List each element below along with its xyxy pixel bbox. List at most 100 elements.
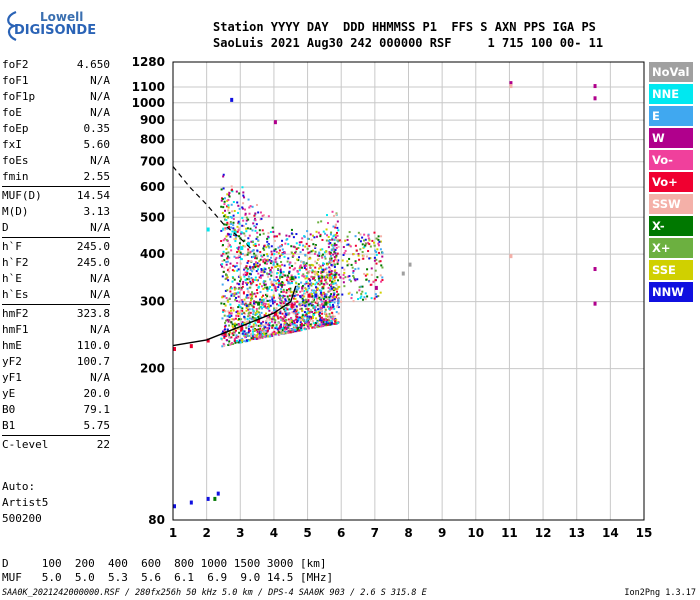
echo-point [274,309,277,312]
echo-point [269,317,272,320]
echo-point [292,253,295,256]
echo-point [224,310,227,313]
data-point [173,346,176,351]
echo-point [268,259,271,262]
echo-point [325,228,328,231]
echo-point [314,266,317,269]
echo-point [262,298,265,301]
echo-point [222,310,225,313]
echo-point [299,304,302,307]
echo-point [239,237,242,240]
param-name: yF1 [2,371,22,384]
echo-point [336,294,339,297]
echo-point [310,263,313,266]
echo-point [314,323,317,326]
echo-point [301,285,304,288]
x-tick-label: 14 [602,526,619,540]
echo-point [247,315,250,318]
echo-point [252,335,255,338]
echo-point [305,323,308,326]
echo-point [229,312,232,315]
echo-point [277,317,280,320]
echo-point [233,269,236,272]
echo-point [244,333,247,336]
echo-point [281,312,284,315]
echo-point [293,279,296,282]
echo-point [246,253,249,256]
echo-point [237,250,240,253]
echo-point [283,327,286,330]
echo-point [268,335,271,338]
echo-point [346,235,349,238]
echo-point [358,289,361,292]
param-name: hmF1 [2,323,29,336]
echo-point [330,277,333,280]
echo-point [239,280,242,283]
param-name: h`F2 [2,256,29,269]
echo-point [246,318,249,321]
echo-point [319,306,322,309]
echo-point [329,259,332,262]
echo-point [276,328,279,331]
echo-point [252,323,255,326]
echo-point [259,291,262,294]
echo-point [293,321,296,324]
echo-point [320,296,323,299]
echo-point [271,226,274,229]
echo-point [270,250,273,253]
echo-point [254,257,257,260]
echo-point [242,291,245,294]
echo-point [232,331,235,334]
echo-point [296,321,299,324]
echo-point [224,277,227,280]
echo-point [291,307,294,310]
echo-point [283,323,286,326]
echo-point [230,226,233,229]
echo-point [251,241,254,244]
echo-point [261,336,264,339]
echo-point [281,327,284,330]
echo-point [286,260,289,263]
echo-point [224,319,227,322]
echo-point [277,252,280,255]
echo-point [377,242,380,245]
echo-point [322,270,325,273]
echo-point [262,332,265,335]
param-row: h`E N/A [2,271,110,287]
echo-point [236,235,239,238]
echo-point [369,257,372,260]
echo-point [248,278,251,281]
echo-point [330,289,333,292]
echo-point [343,252,346,255]
echo-point [331,320,334,323]
echo-point [294,312,297,315]
echo-point [332,294,335,297]
echo-point [246,270,249,273]
echo-point [289,287,292,290]
echo-point [227,268,230,271]
echo-point [312,234,315,237]
echo-point [306,237,309,240]
echo-point [250,291,253,294]
param-row: hmE 110.0 [2,338,110,354]
echo-point [290,282,293,285]
echo-point [256,310,259,313]
echo-point [250,304,253,307]
echo-point [264,326,267,329]
echo-point [271,300,274,303]
echo-point [222,252,225,255]
param-row: foEs N/A [2,153,110,169]
echo-point [221,259,224,262]
data-point [257,319,261,324]
echo-point [259,327,262,330]
echo-point [268,305,271,308]
echo-point [316,287,319,290]
echo-point [326,319,329,322]
echo-point [228,256,231,259]
echo-point [233,339,236,342]
echo-point [352,269,355,272]
echo-point [280,282,283,285]
echo-point [222,295,225,298]
echo-point [239,257,242,260]
